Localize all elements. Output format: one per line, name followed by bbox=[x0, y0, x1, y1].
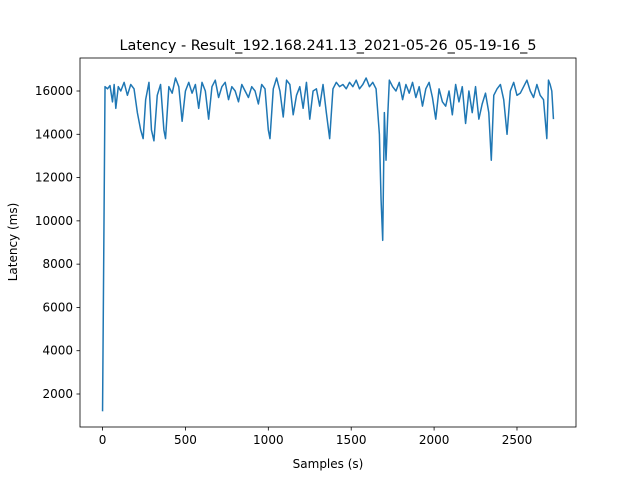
x-tick-label: 1500 bbox=[336, 433, 367, 447]
x-tick-label: 2500 bbox=[502, 433, 533, 447]
data-line bbox=[101, 77, 555, 412]
y-tick-label: 16000 bbox=[35, 84, 73, 98]
y-tick-label: 2000 bbox=[42, 387, 73, 401]
x-tick-label: 500 bbox=[174, 433, 197, 447]
y-tick-label: 6000 bbox=[42, 300, 73, 314]
y-tick-label: 4000 bbox=[42, 344, 73, 358]
x-tick-label: 1000 bbox=[253, 433, 284, 447]
y-tick-label: 10000 bbox=[35, 214, 73, 228]
y-axis-label: Latency (ms) bbox=[6, 203, 20, 282]
x-tick-label: 0 bbox=[99, 433, 107, 447]
y-tick-label: 14000 bbox=[35, 127, 73, 141]
plot-frame bbox=[79, 57, 577, 428]
x-tick-label: 2000 bbox=[419, 433, 450, 447]
chart-title: Latency - Result_192.168.241.13_2021-05-… bbox=[119, 38, 536, 54]
y-tick-label: 12000 bbox=[35, 171, 73, 185]
x-axis-label: Samples (s) bbox=[293, 457, 364, 471]
y-tick-label: 8000 bbox=[42, 257, 73, 271]
